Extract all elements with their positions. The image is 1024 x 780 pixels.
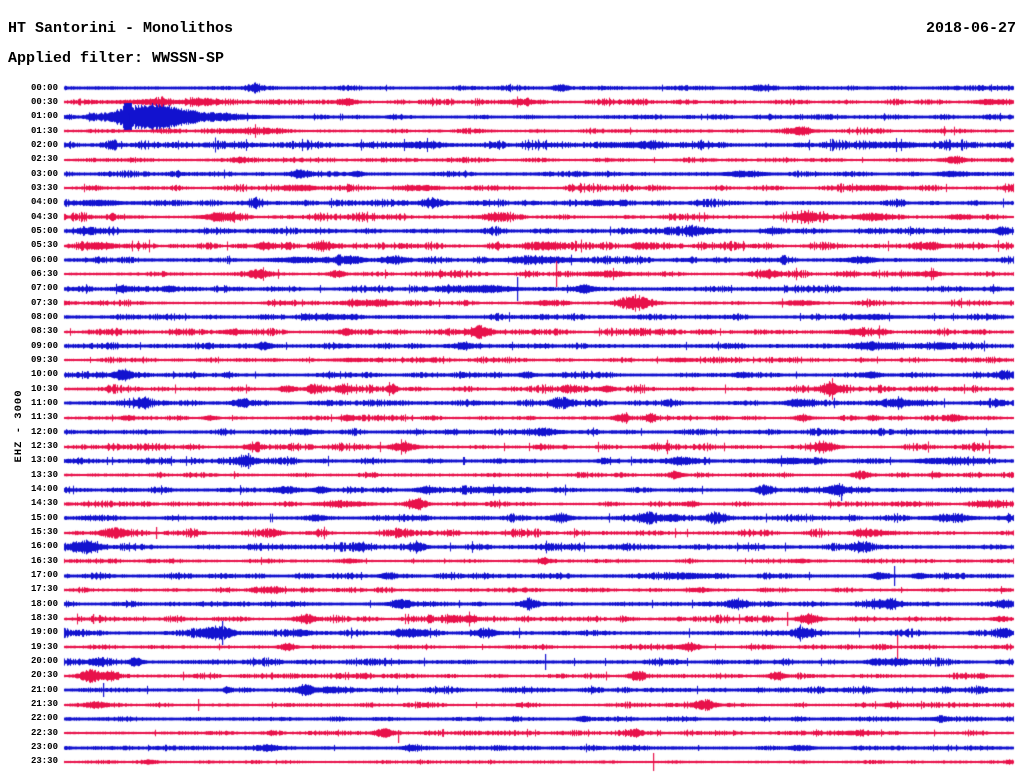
helicorder-page: HT Santorini - Monolithos 2018-06-27 App… [0, 0, 1024, 780]
seismogram-traces-canvas [0, 0, 1024, 780]
